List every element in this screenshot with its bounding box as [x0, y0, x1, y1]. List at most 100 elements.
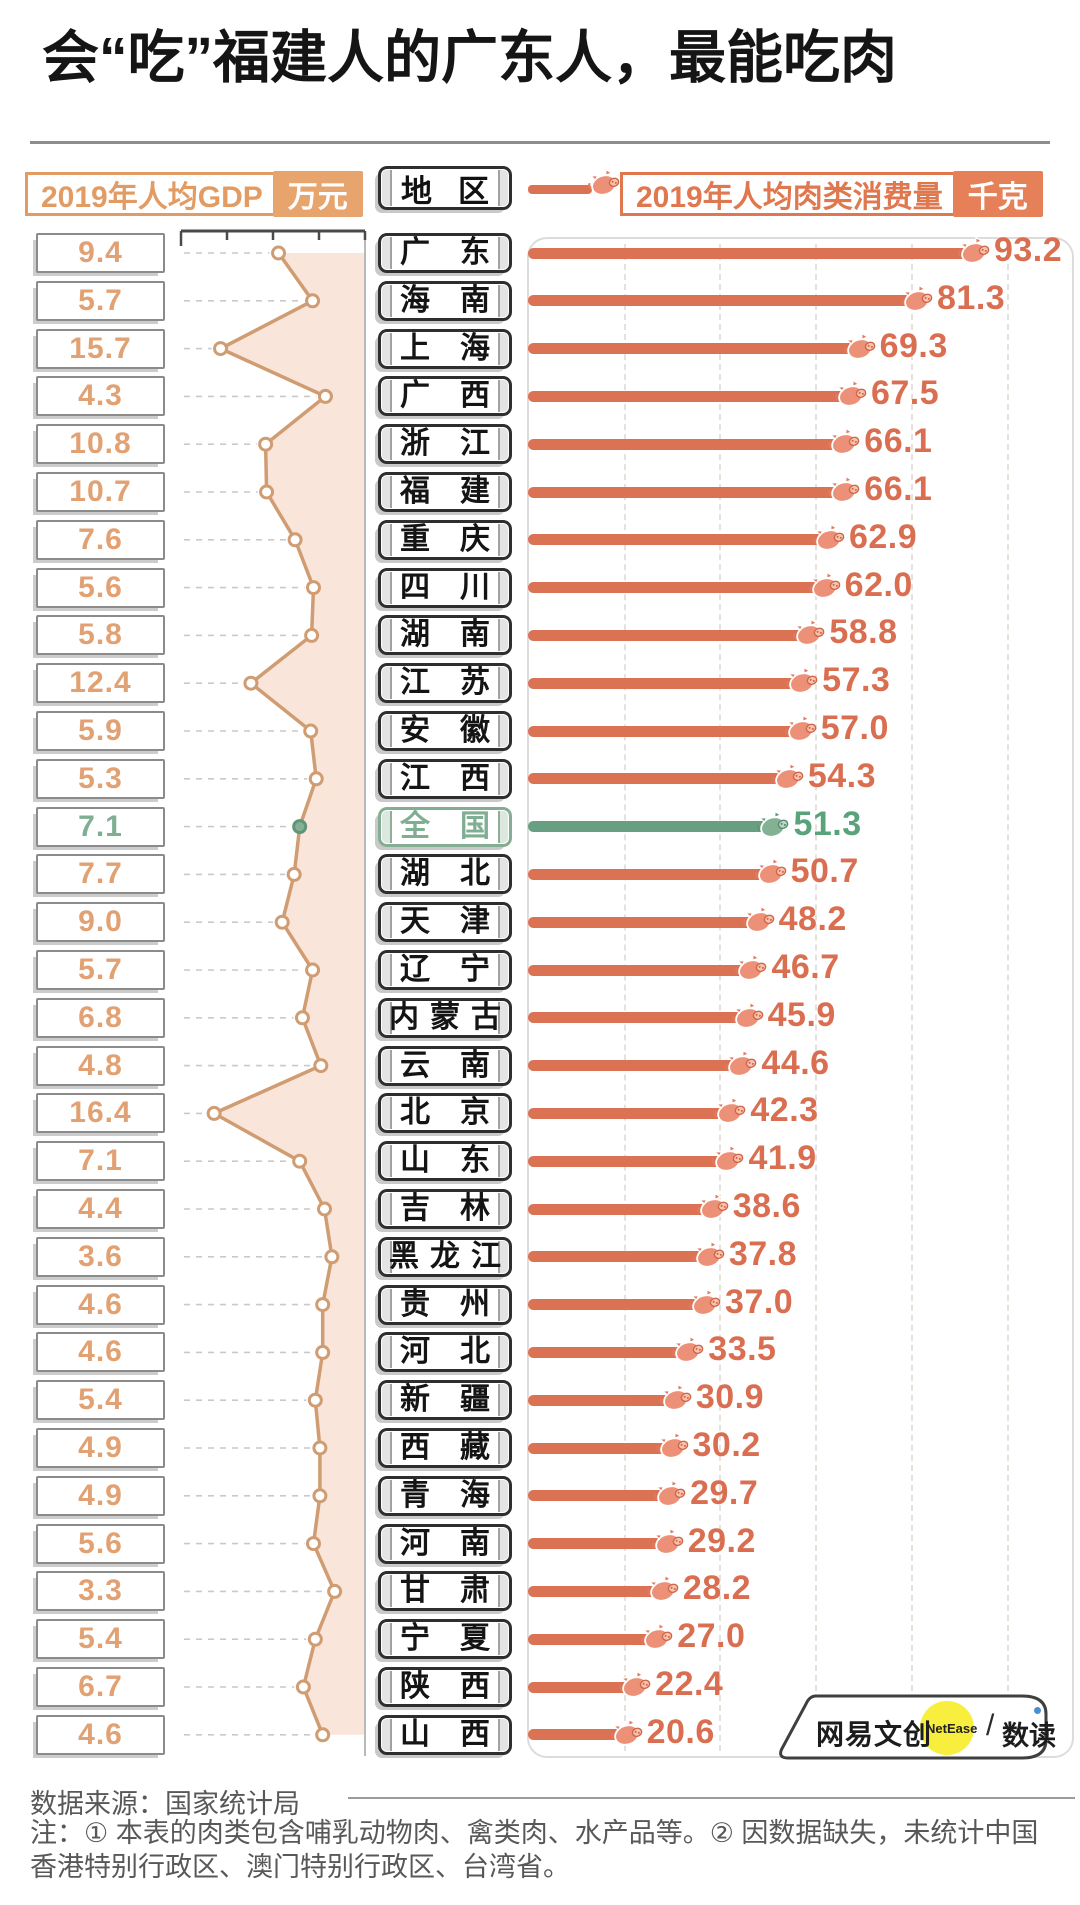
- pig-icon: [793, 619, 825, 647]
- meat-bar: [528, 1585, 663, 1597]
- gdp-value: 7.7: [78, 857, 123, 891]
- gdp-marker: [258, 436, 274, 452]
- gdp-marker: [317, 1201, 333, 1217]
- meat-bar: [528, 1060, 742, 1072]
- gdp-marker: [308, 771, 324, 787]
- meat-value: 46.7: [771, 948, 840, 986]
- gdp-value: 4.9: [78, 1478, 123, 1512]
- region-name: 全国: [381, 811, 509, 842]
- gridline: [1006, 244, 1009, 1751]
- legend-pig-slot: [586, 169, 624, 203]
- gdp-value-box: 7.6: [36, 519, 165, 560]
- meat-bar: [528, 1490, 671, 1502]
- gdp-marker: [274, 914, 290, 930]
- region-name-char: 西: [460, 761, 490, 795]
- meat-value: 54.3: [807, 756, 876, 795]
- gdp-value: 4.9: [78, 1431, 123, 1464]
- region-name-char: 川: [460, 570, 490, 604]
- meat-bar: [528, 295, 918, 307]
- meat-value: 66.1: [864, 470, 933, 508]
- region-name: 吉林: [381, 1194, 509, 1224]
- region-name: 云南: [381, 1050, 509, 1081]
- gdp-marker: [305, 580, 321, 596]
- meat-value: 44.6: [761, 1043, 830, 1082]
- publisher-logo: 网易文创 NetEase / 数读: [770, 1692, 1056, 1764]
- meat-value: 30.9: [695, 1378, 765, 1417]
- region-name: 湖北: [381, 859, 509, 889]
- gdp-value: 12.4: [69, 666, 132, 700]
- region-name-char: 吉: [400, 1192, 430, 1225]
- title-divider: [30, 141, 1050, 144]
- pig-icon: [588, 169, 620, 196]
- region-name-char: 广: [400, 379, 430, 413]
- gdp-marker: [271, 245, 287, 261]
- meat-bar: [528, 486, 845, 498]
- region-box: 新疆: [378, 1380, 512, 1421]
- meat-bar: [528, 343, 860, 355]
- region-name-char: 西: [400, 1431, 430, 1464]
- meat-bar: [528, 1203, 713, 1215]
- region-name-char: 苏: [460, 666, 490, 700]
- footnotes: 注：① 本表的肉类包含哺乳动物肉、禽类肉、水产品等。② 因数据缺失，未统计中国 …: [30, 1816, 1060, 1884]
- region-column-header-text: 地区: [401, 173, 515, 209]
- region-box: 安徽: [378, 711, 512, 751]
- meat-bar: [528, 677, 803, 689]
- gdp-value-box: 10.7: [36, 472, 165, 512]
- region-name-char: 蒙: [430, 1000, 460, 1034]
- meat-bar: [528, 868, 771, 880]
- pig-icon: [754, 858, 786, 886]
- region-name-char: 疆: [460, 1383, 490, 1417]
- pig-icon: [641, 1623, 673, 1650]
- region-name-char: 重: [400, 522, 430, 556]
- region-name-char: 州: [460, 1287, 490, 1321]
- region-name-char: 海: [400, 283, 430, 317]
- gdp-value-box: 5.8: [36, 615, 165, 656]
- gdp-value-box: 5.3: [36, 758, 165, 799]
- meat-axis-unit-tab: 千克: [952, 171, 1043, 217]
- gdp-marker: [307, 1392, 323, 1408]
- meat-value: 22.4: [655, 1665, 724, 1703]
- meat-value: 29.2: [687, 1521, 756, 1560]
- meat-value: 51.3: [793, 804, 862, 843]
- region-box: 四川: [378, 567, 512, 608]
- region-box: 宁夏: [378, 1619, 512, 1660]
- gdp-value-box: 6.8: [36, 997, 165, 1038]
- pig-icon: [696, 1193, 728, 1220]
- gdp-value: 3.3: [78, 1574, 123, 1608]
- gdp-value: 5.4: [78, 1622, 123, 1656]
- region-box: 内蒙古: [378, 997, 512, 1038]
- region-name: 广东: [381, 238, 509, 268]
- gdp-marker: [307, 1631, 323, 1647]
- region-name: 宁夏: [381, 1624, 509, 1654]
- gdp-marker: [305, 293, 321, 309]
- region-box: 全国: [378, 806, 512, 847]
- region-name-char: 林: [460, 1192, 490, 1225]
- region-name-char: 南: [460, 283, 490, 317]
- region-name: 四川: [381, 570, 509, 604]
- gdp-value-box: 16.4: [36, 1093, 165, 1134]
- region-name: 辽宁: [381, 955, 509, 985]
- meat-bar: [528, 1729, 627, 1741]
- gdp-value: 5.4: [78, 1383, 123, 1417]
- meat-value: 93.2: [993, 231, 1063, 269]
- region-box: 广东: [378, 233, 512, 273]
- meat-bar: [528, 1442, 673, 1454]
- gdp-marker: [315, 1344, 331, 1360]
- meat-bar: [528, 773, 788, 785]
- region-name: 江西: [381, 761, 509, 795]
- meat-value: 69.3: [879, 326, 948, 365]
- region-name-char: 天: [400, 905, 430, 939]
- gdp-value: 4.6: [78, 1335, 123, 1369]
- region-name-char: 夏: [460, 1622, 490, 1656]
- gdp-marker-national: [292, 819, 308, 835]
- region-box: 浙江: [378, 424, 512, 465]
- gdp-value-box: 4.6: [36, 1714, 165, 1755]
- region-name: 陕西: [381, 1672, 509, 1702]
- region-box: 海南: [378, 280, 512, 321]
- region-box: 福建: [378, 472, 512, 512]
- region-box: 山西: [378, 1714, 512, 1755]
- gdp-value-box: 5.4: [36, 1380, 165, 1421]
- gdp-value-box: 4.4: [36, 1189, 165, 1229]
- footnote-line1: 注：① 本表的肉类包含哺乳动物肉、禽类肉、水产品等。② 因数据缺失，未统计中国: [30, 1818, 1039, 1848]
- logo-brand-text: 网易文创: [816, 1719, 933, 1750]
